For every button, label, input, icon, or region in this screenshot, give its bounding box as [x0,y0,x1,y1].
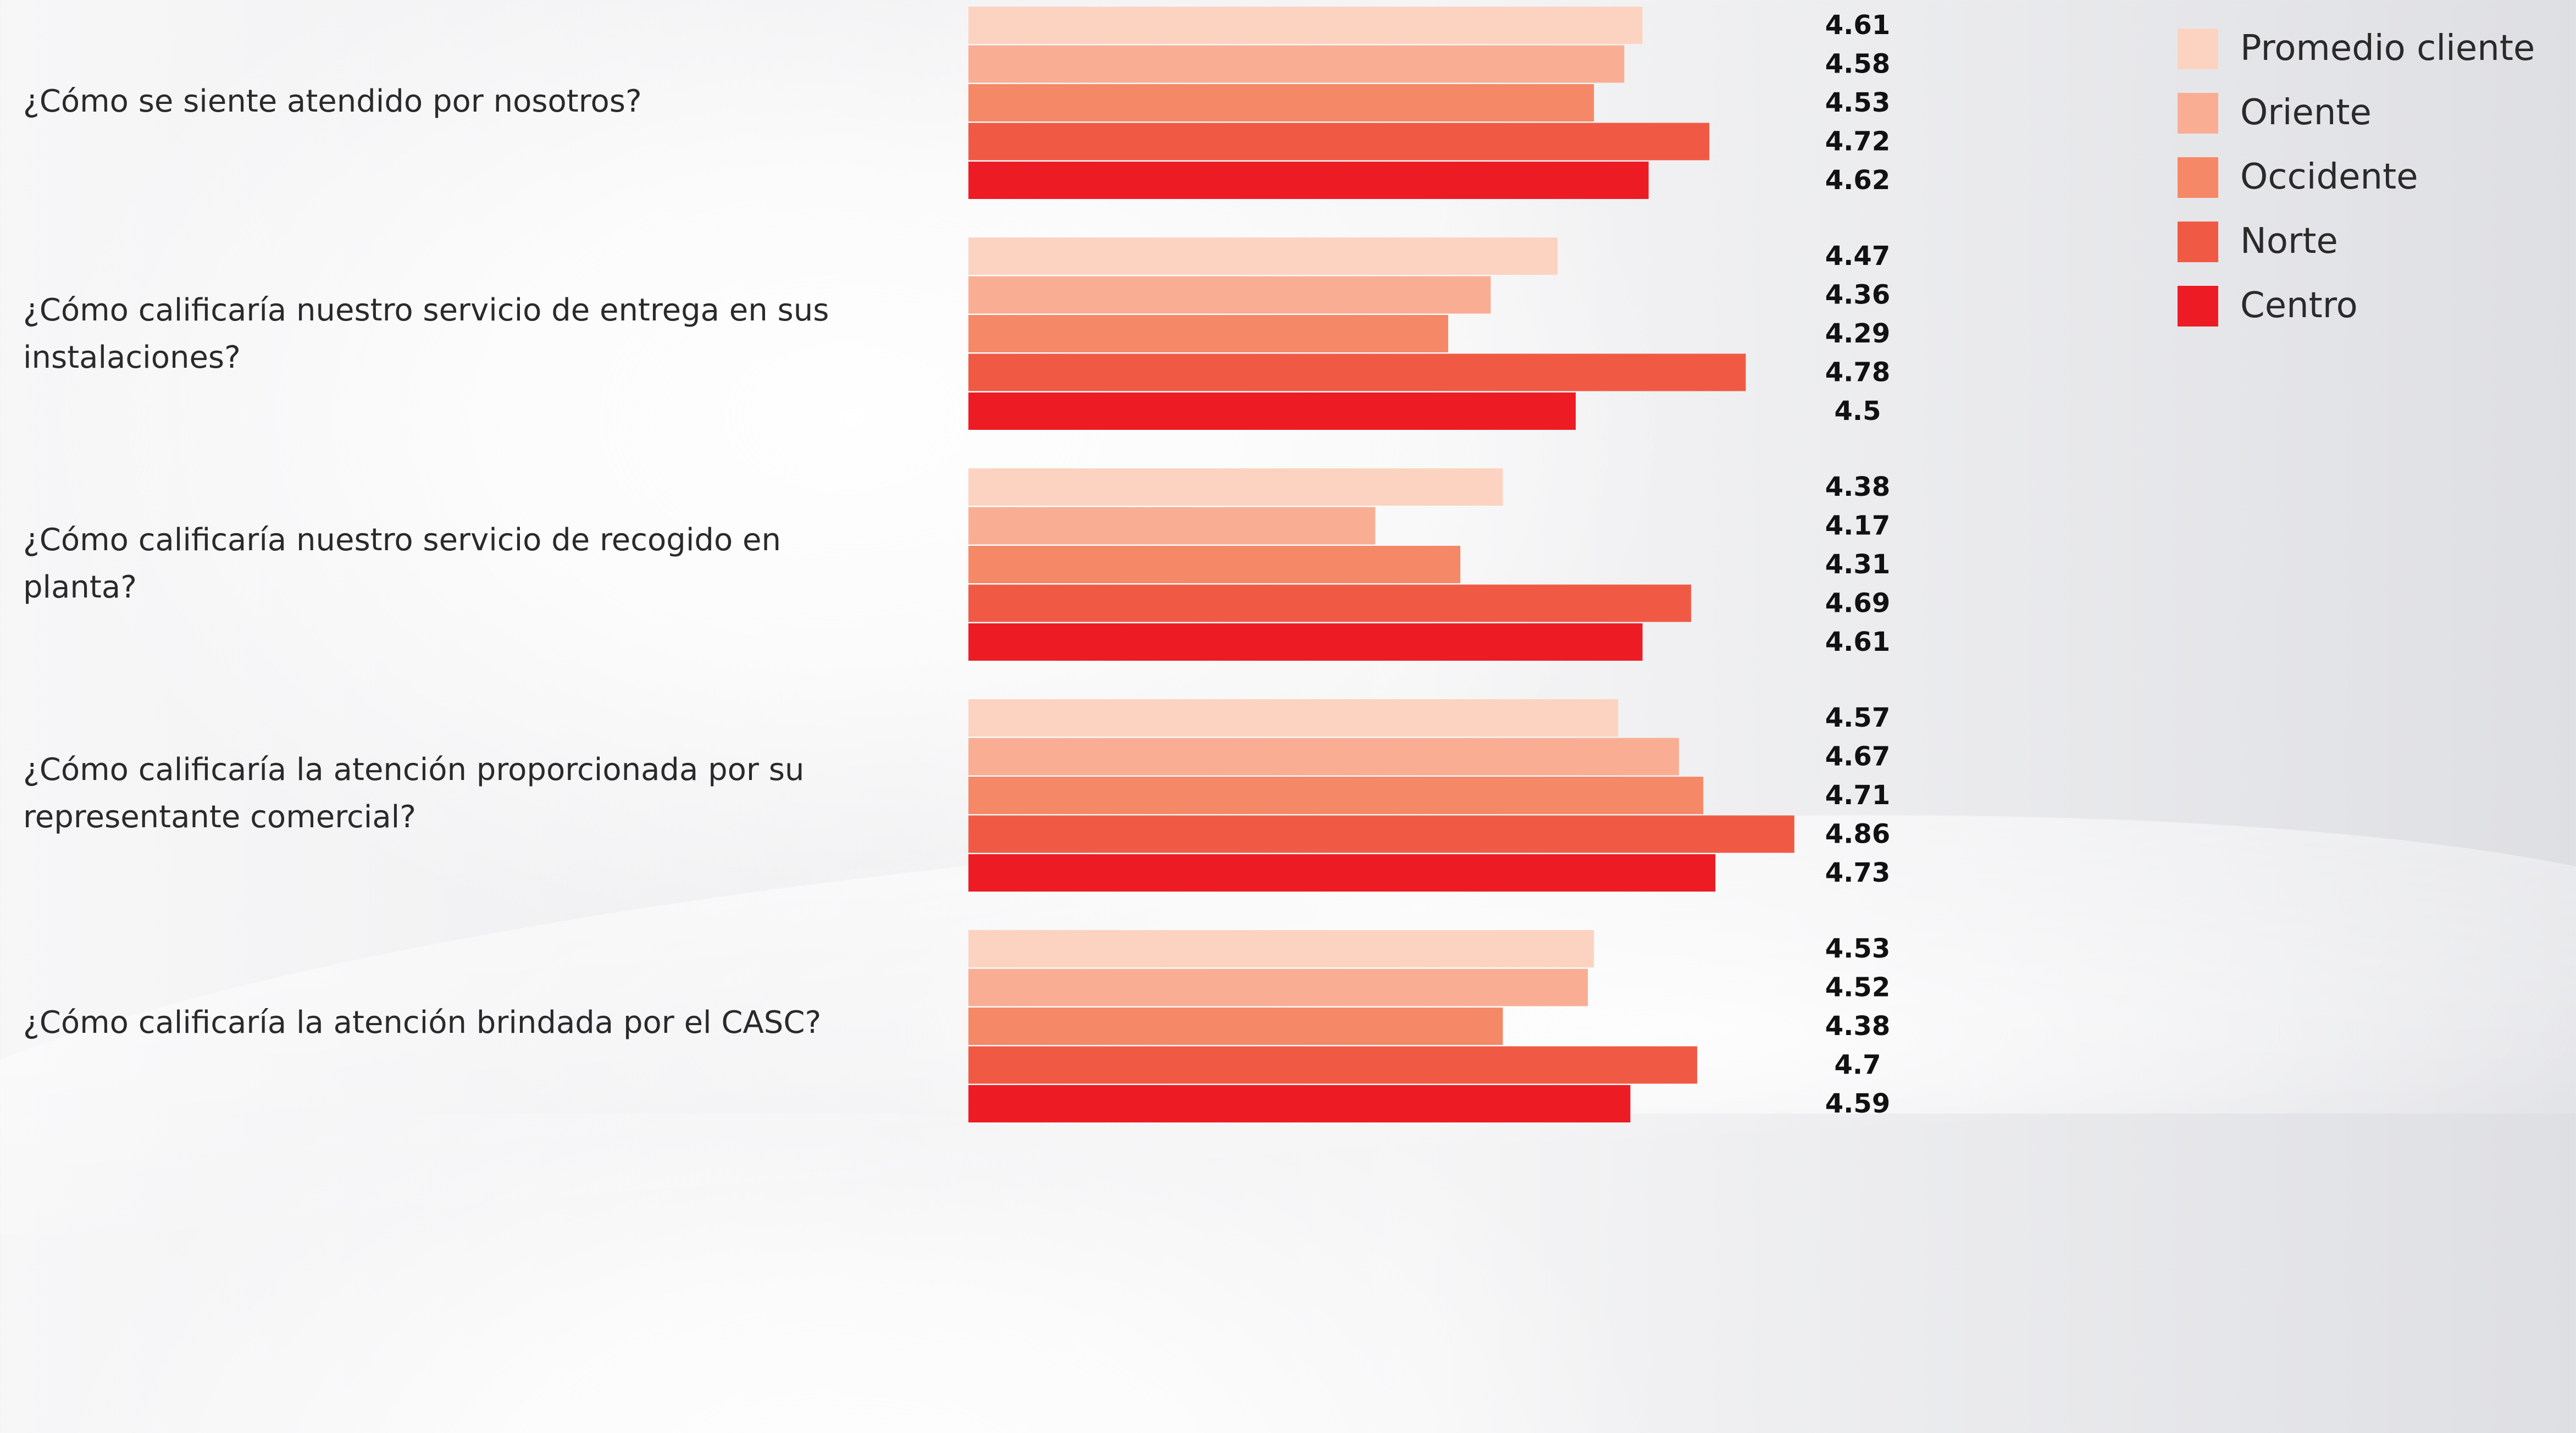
value-label-q5-promedio-cliente: 4.53 [1825,933,1890,964]
bar-q4-centro [968,854,1716,892]
value-label-q1-norte: 4.72 [1825,126,1890,157]
question-label-2: ¿Cómo calificaría nuestro servicio de en… [23,292,829,375]
value-label-q3-centro: 4.61 [1825,627,1890,657]
legend-label-norte: Norte [2240,221,2338,262]
bar-q2-oriente [968,276,1491,314]
value-label-q5-occidente: 4.38 [1825,1011,1890,1042]
value-label-q2-norte: 4.78 [1825,357,1890,388]
value-label-q2-occidente: 4.29 [1825,318,1890,349]
value-label-q4-promedio-cliente: 4.57 [1825,702,1890,733]
value-label-q3-norte: 4.69 [1825,588,1890,619]
bar-q5-centro [968,1085,1631,1122]
legend-swatch-centro [2178,286,2218,327]
legend-label-oriente: Oriente [2240,92,2372,133]
value-label-q1-promedio-cliente: 4.61 [1825,10,1890,41]
bar-q4-oriente [968,738,1679,776]
legend-swatch-occidente [2178,157,2218,198]
bar-q2-centro [968,392,1576,430]
legend-label-centro: Centro [2240,285,2358,326]
legend-swatch-oriente [2178,93,2218,134]
value-label-q4-occidente: 4.71 [1825,780,1890,811]
value-label-q4-centro: 4.73 [1825,857,1890,888]
value-label-q5-centro: 4.59 [1825,1088,1890,1119]
bar-q5-norte [968,1046,1697,1084]
bar-q1-norte [968,123,1710,161]
bar-q3-oriente [968,507,1376,545]
bar-q3-norte [968,584,1691,622]
question-label-1: ¿Cómo se siente atendido por nosotros? [23,84,642,119]
value-label-q4-oriente: 4.67 [1825,742,1890,772]
value-label-q3-occidente: 4.31 [1825,549,1890,580]
bar-q3-promedio-cliente [968,468,1503,506]
legend-swatch-norte [2178,222,2218,262]
bar-chart: 4.61 4.58 4.53 4.72 4.62 4.47 4.36 4.29 4.78 4.5 4… [968,7,1890,1122]
bar-q3-occidente [968,546,1461,583]
value-label-q2-centro: 4.5 [1834,396,1881,427]
bar-q2-occidente [968,315,1448,352]
value-label-q1-centro: 4.62 [1825,165,1890,196]
question-label-3: ¿Cómo calificaría nuestro servicio de re… [23,522,781,605]
value-label-q3-oriente: 4.17 [1825,511,1890,541]
bar-q1-oriente [968,45,1625,83]
bar-q4-promedio-cliente [968,699,1619,737]
value-label-q1-oriente: 4.58 [1825,49,1890,80]
legend-label-promedio-cliente: Promedio cliente [2240,28,2535,69]
legend-label-occidente: Occidente [2240,157,2418,197]
question-label-4: ¿Cómo calificaría la atención proporcion… [23,752,805,835]
value-label-q4-norte: 4.86 [1825,819,1890,850]
bar-q2-promedio-cliente [968,237,1558,275]
bar-q3-centro [968,623,1643,661]
bar-q5-promedio-cliente [968,930,1594,967]
bar-q4-norte [968,815,1794,853]
bar-q2-norte [968,353,1746,391]
value-label-q3-promedio-cliente: 4.38 [1825,472,1890,502]
legend-swatch-promedio-cliente [2178,29,2218,69]
bar-q1-centro [968,162,1649,199]
bar-q5-occidente [968,1008,1503,1045]
bar-q4-occidente [968,777,1704,814]
value-label-q2-promedio-cliente: 4.47 [1825,241,1890,272]
bar-q1-promedio-cliente [968,7,1643,44]
value-label-q2-oriente: 4.36 [1825,280,1890,311]
bar-q1-occidente [968,84,1594,121]
value-label-q5-norte: 4.7 [1834,1050,1881,1081]
question-label-5: ¿Cómo calificaría la atención brindada p… [23,1005,822,1041]
value-label-q1-occidente: 4.53 [1825,87,1890,118]
bar-q5-oriente [968,969,1588,1006]
value-label-q5-oriente: 4.52 [1825,972,1890,1003]
